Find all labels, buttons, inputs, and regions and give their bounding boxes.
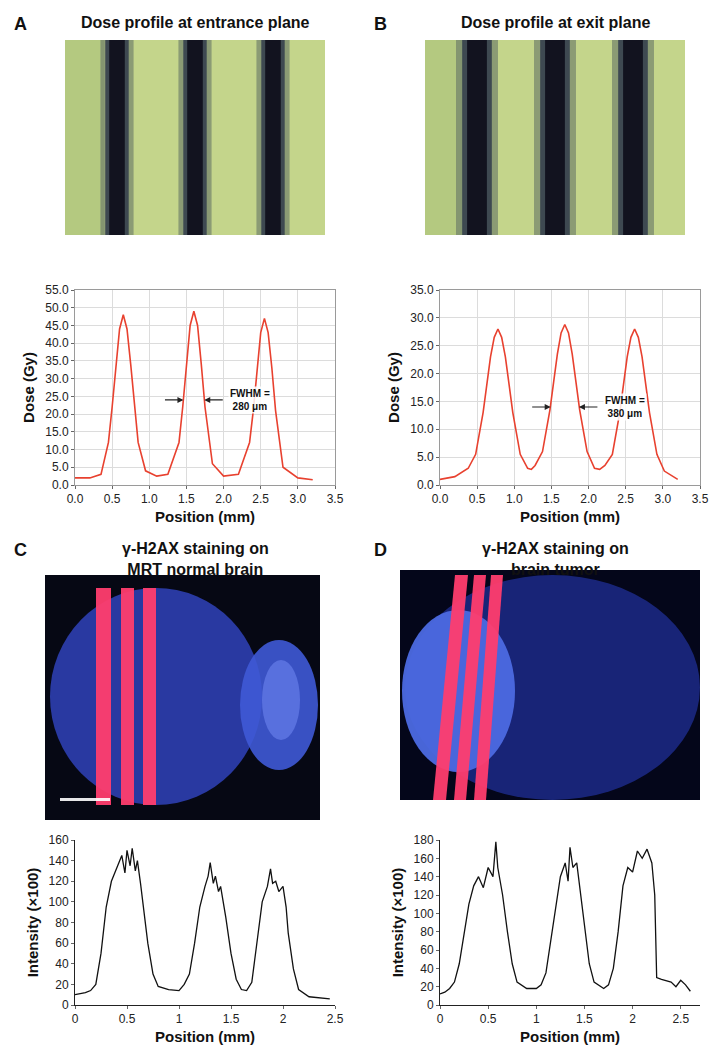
- svg-text:160: 160: [49, 833, 69, 847]
- svg-text:40.0: 40.0: [45, 336, 69, 350]
- svg-text:60: 60: [55, 936, 69, 950]
- svg-text:140: 140: [49, 854, 69, 868]
- svg-text:2.5: 2.5: [617, 492, 634, 506]
- svg-text:3.5: 3.5: [692, 492, 709, 506]
- svg-text:Dose profile at entrance plane: Dose profile at entrance plane: [81, 14, 310, 31]
- svg-text:100: 100: [414, 907, 434, 921]
- svg-text:γ-H2AX staining onMRT normal b: γ-H2AX staining onMRT normal brain: [122, 540, 269, 578]
- svg-text:0.5: 0.5: [480, 1012, 497, 1026]
- svg-text:D: D: [374, 540, 387, 560]
- svg-text:2.5: 2.5: [252, 492, 269, 506]
- svg-text:25.0: 25.0: [410, 339, 434, 353]
- svg-text:30.0: 30.0: [410, 311, 434, 325]
- svg-text:40: 40: [420, 962, 434, 976]
- svg-text:3.0: 3.0: [290, 492, 307, 506]
- svg-text:60: 60: [420, 943, 434, 957]
- svg-text:1.5: 1.5: [223, 1012, 240, 1026]
- svg-text:FWHM =280 μm: FWHM =280 μm: [230, 388, 270, 412]
- svg-text:80: 80: [55, 916, 69, 930]
- svg-text:5.0: 5.0: [52, 460, 69, 474]
- svg-text:15.0: 15.0: [45, 425, 69, 439]
- svg-text:1: 1: [176, 1012, 183, 1026]
- svg-text:Position (mm): Position (mm): [520, 508, 620, 525]
- svg-text:120: 120: [49, 874, 69, 888]
- svg-text:C: C: [14, 540, 27, 560]
- svg-text:0.0: 0.0: [67, 492, 84, 506]
- svg-text:0.0: 0.0: [417, 478, 434, 492]
- svg-text:0: 0: [72, 1012, 79, 1026]
- svg-text:Intensity (×100): Intensity (×100): [389, 868, 406, 978]
- svg-text:1.5: 1.5: [543, 492, 560, 506]
- svg-text:γ-H2AX staining onbrain tumor: γ-H2AX staining onbrain tumor: [482, 540, 629, 578]
- svg-text:1.0: 1.0: [141, 492, 158, 506]
- svg-text:180: 180: [414, 833, 434, 847]
- svg-text:15.0: 15.0: [410, 395, 434, 409]
- svg-text:3.0: 3.0: [655, 492, 672, 506]
- svg-text:Position (mm): Position (mm): [520, 1028, 620, 1045]
- svg-text:100: 100: [49, 895, 69, 909]
- svg-text:FWHM =380 μm: FWHM =380 μm: [605, 395, 645, 419]
- svg-text:20: 20: [420, 980, 434, 994]
- svg-text:10.0: 10.0: [410, 422, 434, 436]
- svg-text:2: 2: [629, 1012, 636, 1026]
- svg-text:1: 1: [533, 1012, 540, 1026]
- svg-text:35.0: 35.0: [45, 354, 69, 368]
- svg-text:Dose profile at exit plane: Dose profile at exit plane: [461, 14, 650, 31]
- svg-text:2.5: 2.5: [672, 1012, 689, 1026]
- svg-text:2: 2: [280, 1012, 287, 1026]
- svg-text:120: 120: [414, 888, 434, 902]
- svg-text:2.5: 2.5: [327, 1012, 344, 1026]
- svg-text:30.0: 30.0: [45, 372, 69, 386]
- svg-text:Position (mm): Position (mm): [155, 1028, 255, 1045]
- svg-text:80: 80: [420, 925, 434, 939]
- svg-text:45.0: 45.0: [45, 319, 69, 333]
- svg-text:40: 40: [55, 957, 69, 971]
- svg-text:0: 0: [427, 998, 434, 1012]
- svg-text:20.0: 20.0: [45, 407, 69, 421]
- svg-text:20: 20: [55, 978, 69, 992]
- svg-text:Intensity (×100): Intensity (×100): [24, 868, 41, 978]
- svg-text:0: 0: [62, 998, 69, 1012]
- svg-text:2.0: 2.0: [215, 492, 232, 506]
- svg-text:2.0: 2.0: [580, 492, 597, 506]
- svg-text:Dose (Gy): Dose (Gy): [385, 352, 402, 423]
- svg-text:1.0: 1.0: [506, 492, 523, 506]
- svg-text:0.5: 0.5: [119, 1012, 136, 1026]
- svg-text:50.0: 50.0: [45, 301, 69, 315]
- svg-text:0.5: 0.5: [469, 492, 486, 506]
- svg-text:35.0: 35.0: [410, 283, 434, 297]
- svg-text:Dose (Gy): Dose (Gy): [20, 352, 37, 423]
- svg-text:1.5: 1.5: [178, 492, 195, 506]
- svg-text:0.5: 0.5: [104, 492, 121, 506]
- svg-text:1.5: 1.5: [576, 1012, 593, 1026]
- svg-text:55.0: 55.0: [45, 283, 69, 297]
- svg-text:10.0: 10.0: [45, 443, 69, 457]
- svg-text:3.5: 3.5: [327, 492, 344, 506]
- svg-text:B: B: [374, 14, 387, 34]
- svg-text:20.0: 20.0: [410, 367, 434, 381]
- svg-text:0.0: 0.0: [52, 478, 69, 492]
- svg-text:0: 0: [437, 1012, 444, 1026]
- svg-text:160: 160: [414, 852, 434, 866]
- svg-text:140: 140: [414, 870, 434, 884]
- svg-text:5.0: 5.0: [417, 450, 434, 464]
- svg-text:25.0: 25.0: [45, 390, 69, 404]
- svg-text:0.0: 0.0: [432, 492, 449, 506]
- svg-text:A: A: [14, 14, 27, 34]
- svg-text:Position (mm): Position (mm): [155, 508, 255, 525]
